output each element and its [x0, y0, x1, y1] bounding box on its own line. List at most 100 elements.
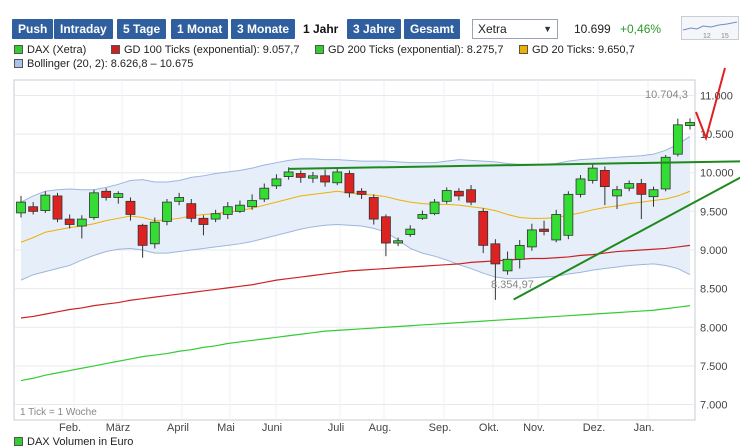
tab-push[interactable]: Push — [12, 19, 54, 39]
x-tick-label: Juni — [262, 422, 282, 434]
high-annotation: 10.704,3 — [645, 89, 688, 101]
mini-chart-thumbnail[interactable]: 12 15 — [681, 16, 739, 40]
candle-body — [502, 258, 513, 272]
gd200-line — [20, 305, 691, 382]
tab-3-monate[interactable]: 3 Monate — [231, 19, 296, 39]
candle-body — [259, 187, 270, 200]
legend-item-gd100: GD 100 Ticks (exponential): 9.057,7 — [111, 44, 299, 56]
toolbar: Push Intraday 5 Tage 1 Monat 3 Monate 1 … — [0, 0, 740, 40]
candle-body — [405, 228, 416, 235]
x-tick-label: April — [167, 422, 189, 434]
tab-1-monat[interactable]: 1 Monat — [171, 19, 229, 39]
bollinger-upper-line — [20, 135, 691, 203]
trendline — [288, 160, 740, 170]
x-tick-label: Jan. — [634, 422, 655, 434]
candle-body — [198, 217, 209, 225]
candle-body — [308, 175, 318, 179]
bollinger-band-fill — [21, 136, 690, 281]
candle-body — [40, 194, 51, 211]
legend-label: GD 20 Ticks: 9.650,7 — [532, 44, 635, 56]
x-tick-label: März — [106, 422, 130, 434]
legend-swatch — [14, 45, 23, 54]
bollinger-lower-line — [20, 223, 691, 281]
y-tick-label: 9.500 — [700, 206, 728, 218]
candle-body — [599, 170, 610, 188]
trendline — [513, 176, 740, 301]
candle-body — [466, 189, 476, 203]
candle-body — [453, 190, 464, 197]
candle-body — [247, 200, 258, 208]
legend-swatch — [111, 45, 120, 54]
y-tick-label: 9.000 — [700, 245, 728, 257]
volume-legend: DAX Volumen in Euro — [14, 436, 133, 448]
candle-body — [660, 156, 671, 190]
exchange-value: Xetra — [478, 22, 507, 36]
candle-body — [16, 201, 26, 214]
candle-body — [478, 210, 489, 246]
price-value: 10.699 — [574, 22, 611, 36]
legend-swatch — [14, 437, 23, 446]
tab-3-jahre[interactable]: 3 Jahre — [347, 19, 402, 39]
x-tick-label: Nov. — [523, 422, 545, 434]
candle-body — [64, 218, 75, 225]
candle-body — [320, 175, 330, 183]
candle-body — [186, 203, 197, 219]
candle-body — [89, 192, 99, 218]
candle-body — [222, 206, 233, 215]
candle-body — [429, 201, 440, 215]
legend-item-dax: DAX (Xetra) — [14, 44, 86, 56]
tab-gesamt[interactable]: Gesamt — [404, 19, 461, 39]
tab-5-tage[interactable]: 5 Tage — [117, 19, 167, 39]
candle-body — [101, 190, 112, 198]
x-tick-label: Mai — [217, 422, 235, 434]
x-tick-label: Dez. — [583, 422, 606, 434]
tab-1-jahr[interactable]: 1 Jahr — [297, 19, 345, 39]
candle-body — [624, 183, 635, 189]
legend-swatch — [14, 59, 23, 68]
x-tick-label: Sep. — [429, 422, 452, 434]
candle-body — [563, 193, 574, 236]
candle-body — [539, 228, 549, 232]
candle-body — [210, 213, 221, 220]
candle-body — [137, 224, 148, 246]
x-tick-label: Aug. — [369, 422, 392, 434]
legend-item-gd20: GD 20 Ticks: 9.650,7 — [519, 44, 635, 56]
tab-intraday[interactable]: Intraday — [54, 19, 113, 39]
legend-item-bollinger: Bollinger (20, 2): 8.626,8 – 10.675 — [14, 58, 193, 70]
candle-body — [514, 244, 525, 260]
y-tick-label: 8.500 — [700, 284, 728, 296]
price-change: +0,46% — [620, 22, 662, 36]
gd20-line — [20, 190, 691, 243]
candle-body — [162, 201, 172, 222]
legend-label: GD 100 Ticks (exponential): 9.057,7 — [124, 44, 300, 56]
candle-body — [636, 183, 647, 195]
candle-body — [612, 189, 622, 197]
gd100-line — [20, 244, 691, 319]
legend-swatch — [519, 45, 528, 54]
candle-body — [490, 243, 501, 265]
legend-label: DAX (Xetra) — [27, 44, 87, 56]
candle-body — [356, 190, 367, 195]
chart-legend: DAX (Xetra) GD 100 Ticks (exponential): … — [14, 44, 734, 74]
candle-body — [283, 171, 294, 177]
legend-item-gd200: GD 200 Ticks (exponential): 8.275,7 — [315, 44, 503, 56]
legend-swatch — [315, 45, 324, 54]
mini-tick-label: 12 — [703, 33, 711, 40]
candle-body — [526, 229, 537, 248]
volume-legend-label: DAX Volumen in Euro — [27, 436, 134, 448]
candle-body — [648, 189, 659, 198]
x-tick-label: Feb. — [59, 422, 81, 434]
candle-body — [575, 178, 586, 195]
exchange-select[interactable]: Xetra ▼ — [472, 19, 558, 39]
red-arrow — [695, 67, 726, 142]
y-tick-label: 8.000 — [700, 322, 728, 334]
candle-body — [393, 240, 403, 244]
legend-label: GD 200 Ticks (exponential): 8.275,7 — [328, 44, 504, 56]
tick-note: 1 Tick = 1 Woche — [20, 407, 97, 418]
chevron-down-icon: ▼ — [543, 24, 552, 34]
candle-body — [113, 193, 124, 198]
candle-body — [52, 195, 63, 220]
y-tick-label: 7.000 — [700, 400, 728, 412]
candle-body — [149, 221, 160, 245]
